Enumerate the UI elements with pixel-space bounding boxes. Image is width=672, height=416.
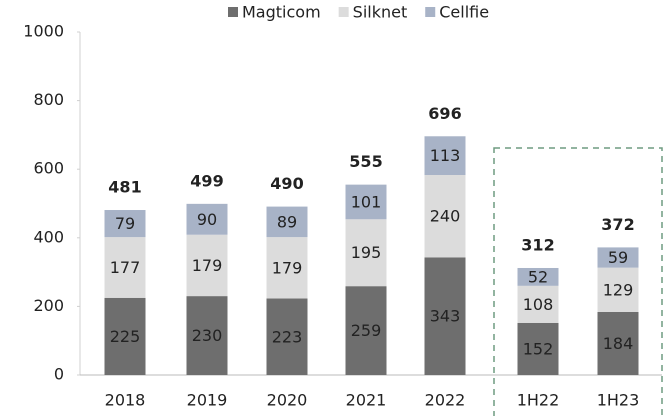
x-tick-label: 1H23 bbox=[597, 391, 640, 410]
bar-segment bbox=[345, 184, 387, 220]
value-label: 230 bbox=[192, 326, 223, 345]
y-tick-label: 1000 bbox=[23, 22, 64, 41]
legend-swatch bbox=[425, 7, 436, 17]
bar-segment bbox=[266, 298, 308, 375]
value-label: 152 bbox=[523, 339, 554, 358]
total-label: 372 bbox=[601, 215, 634, 234]
value-label: 179 bbox=[192, 256, 223, 275]
bar-segment bbox=[104, 237, 146, 298]
y-tick-label: 600 bbox=[33, 159, 64, 178]
bar-segment bbox=[104, 297, 146, 375]
x-tick-label: 2018 bbox=[105, 391, 146, 410]
x-tick-label: 1H22 bbox=[517, 391, 560, 410]
highlight-box bbox=[493, 147, 663, 416]
legend-label: Cellfie bbox=[439, 3, 489, 22]
bar-segment bbox=[597, 247, 639, 268]
bar-segment bbox=[266, 206, 308, 238]
value-label: 79 bbox=[115, 214, 135, 233]
x-tick-label: 2021 bbox=[346, 391, 387, 410]
total-label: 481 bbox=[108, 178, 141, 197]
value-label: 129 bbox=[603, 280, 634, 299]
bar-segment bbox=[424, 175, 466, 258]
x-tick-label: 2022 bbox=[425, 391, 466, 410]
bar-segment bbox=[266, 237, 308, 299]
bar-segment bbox=[597, 311, 639, 375]
total-label: 499 bbox=[190, 171, 223, 190]
bar-segment bbox=[104, 210, 146, 238]
legend-label: Magticom bbox=[242, 3, 321, 22]
x-tick-label: 2020 bbox=[267, 391, 308, 410]
bar-segment bbox=[424, 136, 466, 176]
bar-segment bbox=[186, 203, 228, 235]
bar-segment bbox=[186, 296, 228, 375]
value-label: 179 bbox=[272, 258, 303, 277]
value-label: 108 bbox=[523, 295, 554, 314]
value-label: 177 bbox=[110, 258, 141, 277]
total-label: 555 bbox=[349, 152, 382, 171]
value-label: 90 bbox=[197, 210, 217, 229]
value-label: 59 bbox=[608, 248, 628, 267]
total-label: 696 bbox=[428, 104, 461, 123]
value-label: 52 bbox=[528, 267, 548, 286]
bar-segment bbox=[517, 285, 559, 323]
value-label: 225 bbox=[110, 327, 141, 346]
bar-segment bbox=[517, 322, 559, 375]
value-label: 223 bbox=[272, 327, 303, 346]
legend-label: Silknet bbox=[353, 3, 408, 22]
value-label: 101 bbox=[351, 192, 382, 211]
bar-segment bbox=[345, 286, 387, 375]
y-tick-label: 400 bbox=[33, 227, 64, 246]
y-tick-label: 800 bbox=[33, 90, 64, 109]
value-label: 343 bbox=[430, 307, 461, 326]
legend-swatch bbox=[338, 7, 349, 17]
value-label: 184 bbox=[603, 334, 634, 353]
total-label: 490 bbox=[270, 174, 303, 193]
x-tick-label: 2019 bbox=[187, 391, 228, 410]
value-label: 89 bbox=[277, 212, 297, 231]
bar-segment bbox=[186, 234, 228, 297]
value-label: 113 bbox=[430, 146, 461, 165]
bar-segment bbox=[424, 257, 466, 375]
legend-swatch bbox=[228, 7, 238, 17]
y-tick-label: 0 bbox=[54, 365, 64, 384]
value-label: 240 bbox=[430, 207, 461, 226]
total-label: 312 bbox=[521, 235, 554, 254]
bar-segment bbox=[345, 219, 387, 287]
bar-segment bbox=[597, 267, 639, 312]
value-label: 195 bbox=[351, 243, 382, 262]
y-tick-label: 200 bbox=[33, 296, 64, 315]
value-label: 259 bbox=[351, 321, 382, 340]
bar-segment bbox=[517, 267, 559, 286]
